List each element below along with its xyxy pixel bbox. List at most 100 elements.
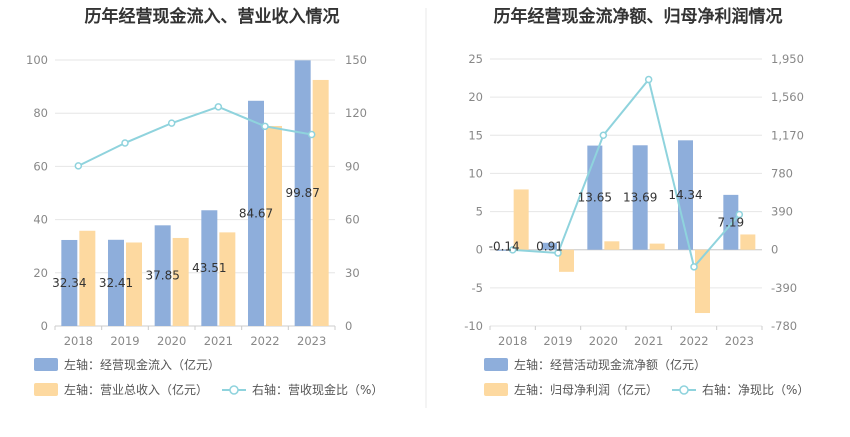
left-data-label: 84.67 [239, 206, 273, 220]
right-x-tick: 2022 [679, 334, 708, 348]
right-bar-primary [723, 194, 739, 250]
right-chart-title: 历年经营现金流净额、归母净利润情况 [494, 6, 783, 27]
left-data-label: 99.87 [285, 186, 319, 200]
left-ratio-point [261, 122, 269, 131]
right-bar-primary [496, 249, 512, 251]
left-bar-secondary [312, 79, 329, 326]
left-right-tick: 90 [345, 159, 360, 173]
right-right-tick: 1,560 [771, 90, 804, 104]
right-right-tick: -780 [771, 319, 797, 333]
right-data-label: 13.69 [623, 190, 657, 204]
left-x-tick: 2019 [110, 334, 139, 348]
left-legend-marker [229, 385, 239, 395]
left-right-tick: 0 [345, 319, 352, 333]
right-left-tick: 5 [476, 205, 483, 219]
right-bar-primary [632, 145, 648, 250]
right-ratio-point [599, 131, 608, 140]
left-legend-label: 左轴：经营现金流入（亿元） [64, 357, 220, 372]
left-chart-title: 历年经营现金流入、营业收入情况 [85, 6, 340, 27]
right-x-tick: 2023 [725, 334, 754, 348]
left-bar-secondary [126, 242, 142, 326]
right-left-tick: -5 [472, 281, 483, 295]
left-legend-swatch [34, 383, 58, 396]
right-data-label: 13.65 [578, 191, 612, 205]
right-right-tick: 0 [771, 243, 778, 257]
left-bar-secondary [266, 125, 282, 326]
right-ratio-point [508, 246, 517, 254]
left-right-tick: 60 [345, 213, 360, 227]
right-left-tick: 10 [468, 166, 483, 180]
left-bar-primary [201, 210, 218, 326]
left-left-tick: 60 [33, 159, 48, 173]
right-bar-secondary [740, 234, 756, 250]
left-ratio-point [307, 130, 316, 139]
left-bar-primary [294, 60, 311, 327]
left-data-label: 37.85 [145, 269, 179, 283]
right-left-tick: 15 [468, 128, 483, 142]
right-ratio-point [644, 75, 653, 84]
right-ratio-line [512, 77, 741, 269]
left-x-tick: 2021 [204, 334, 233, 348]
left-right-tick: 150 [345, 53, 367, 67]
left-bar-primary [108, 239, 124, 326]
left-ratio-point [121, 139, 129, 147]
left-x-tick: 2018 [64, 334, 93, 348]
right-right-tick: 780 [771, 166, 793, 180]
right-bar-secondary [695, 249, 710, 314]
right-bar-primary [542, 242, 557, 250]
left-left-tick: 100 [26, 53, 48, 67]
right-left-tick: -10 [464, 319, 483, 333]
right-legend-label: 右轴：净现比（%） [702, 382, 809, 397]
left-ratio-line [77, 105, 312, 167]
right-data-label: -0.14 [489, 240, 520, 254]
left-bar-secondary [79, 230, 96, 326]
right-left-tick: 20 [468, 90, 483, 104]
right-bar-primary [678, 140, 693, 250]
left-bar-primary [248, 100, 264, 326]
left-right-tick: 120 [345, 106, 367, 120]
left-left-tick: 0 [41, 319, 48, 333]
right-ratio-point [690, 263, 698, 271]
right-right-tick: 1,170 [771, 128, 804, 142]
left-bar-secondary [172, 237, 189, 326]
left-bar-primary [61, 239, 78, 326]
right-x-tick: 2020 [589, 334, 618, 348]
left-left-tick: 20 [33, 266, 48, 280]
right-right-tick: 390 [771, 205, 793, 219]
right-bar-secondary [604, 241, 620, 250]
left-left-tick: 80 [33, 106, 48, 120]
right-bar-secondary [559, 249, 574, 272]
right-legend-swatch [484, 358, 508, 371]
right-ratio-point [554, 249, 562, 257]
left-ratio-point [74, 162, 83, 170]
right-left-tick: 0 [476, 243, 483, 257]
left-left-tick: 40 [33, 213, 48, 227]
left-legend-swatch [34, 358, 58, 371]
right-legend-swatch [484, 383, 508, 396]
right-left-tick: 25 [468, 52, 483, 66]
right-data-label: 7.19 [717, 215, 744, 229]
right-legend-marker [679, 385, 689, 395]
left-ratio-point [214, 103, 223, 111]
right-legend-label: 左轴：经营活动现金流净额（亿元） [514, 357, 706, 372]
left-ratio-point [167, 119, 176, 127]
left-x-tick: 2020 [157, 334, 186, 348]
right-x-tick: 2019 [543, 334, 572, 348]
left-bar-secondary [219, 232, 236, 326]
right-right-tick: 1,950 [771, 52, 804, 66]
left-data-label: 43.51 [192, 261, 226, 275]
left-legend-label: 右轴：营收现金比（%） [252, 382, 383, 397]
right-ratio-point [735, 210, 744, 219]
left-legend-label: 左轴：营业总收入（亿元） [64, 382, 208, 397]
left-bar-primary [154, 225, 171, 326]
right-bar-secondary [513, 189, 529, 250]
right-data-label: 0.91 [536, 240, 563, 254]
right-legend-label: 左轴：归母净利润（亿元） [514, 382, 658, 397]
right-right-tick: -390 [771, 281, 797, 295]
left-right-tick: 30 [345, 266, 360, 280]
left-x-tick: 2023 [297, 334, 326, 348]
left-data-label: 32.41 [99, 276, 133, 290]
left-data-label: 32.34 [52, 276, 86, 290]
